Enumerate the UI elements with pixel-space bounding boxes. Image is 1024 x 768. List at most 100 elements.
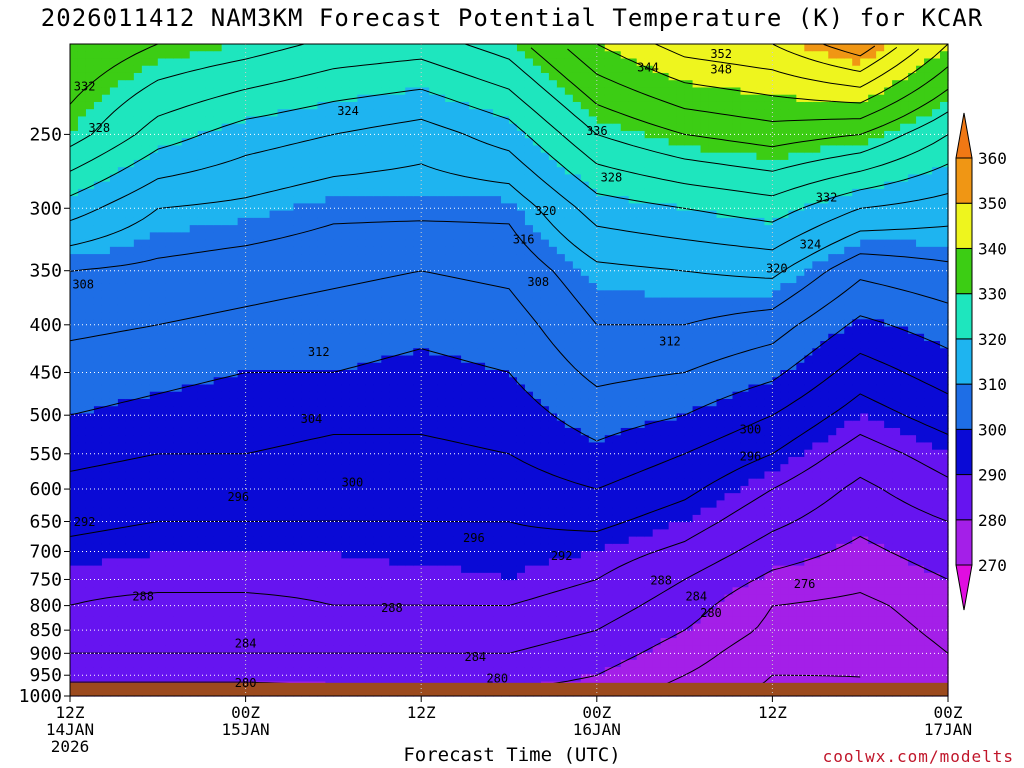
y-tick-label: 500	[29, 405, 62, 426]
colorbar-label: 310	[978, 375, 1007, 394]
contour-label: 308	[72, 277, 94, 291]
contour-label: 328	[88, 121, 110, 135]
colorbar-label: 280	[978, 511, 1007, 530]
isentrope-320	[69, 88, 949, 223]
colorbar-label: 320	[978, 330, 1007, 349]
contour-label: 344	[637, 61, 659, 75]
plot-frame	[69, 43, 949, 697]
isentrope-284	[70, 476, 949, 654]
x-tick-label: 12Z	[407, 703, 436, 722]
contour-label: 320	[766, 261, 788, 275]
y-tick-label: 300	[29, 198, 62, 219]
isentrope-344	[655, 43, 920, 88]
isentrope-316	[69, 118, 949, 251]
isentrope-276	[640, 591, 949, 697]
y-axis: 2503003504004505005506006507007508008509…	[19, 124, 70, 707]
colorbar-label: 330	[978, 285, 1007, 304]
x-tick-label: 15JAN	[222, 720, 270, 739]
contour-label: 312	[308, 345, 330, 359]
contour-label: 308	[527, 275, 549, 289]
y-tick-label: 400	[29, 315, 62, 336]
contour-label: 292	[551, 549, 573, 563]
x-tick-label: 17JAN	[924, 720, 972, 739]
contour-label: 280	[700, 606, 722, 620]
contour-label: 280	[486, 672, 508, 686]
y-tick-label: 450	[29, 363, 62, 384]
isentrope-lines	[69, 43, 949, 697]
contour-label: 288	[650, 574, 672, 588]
contour-label: 328	[601, 170, 623, 184]
y-tick-label: 1000	[19, 686, 62, 707]
y-tick-label: 600	[29, 479, 62, 500]
y-tick-label: 800	[29, 596, 62, 617]
x-tick-label: 00Z	[231, 703, 260, 722]
colorbar-label: 350	[978, 194, 1007, 213]
colorbar-label: 270	[978, 556, 1007, 575]
colorbar-label: 290	[978, 466, 1007, 485]
colorbar-band	[955, 474, 973, 521]
contour-label: 296	[463, 531, 485, 545]
colorbar-label: 300	[978, 420, 1007, 439]
y-tick-label: 650	[29, 511, 62, 532]
isentrope-300	[69, 315, 949, 442]
isentrope-312	[69, 163, 949, 279]
contour-label: 324	[800, 237, 822, 251]
chart-title: 2026011412 NAM3KM Forecast Potential Tem…	[40, 4, 984, 32]
y-tick-label: 850	[29, 620, 62, 641]
y-tick-label: 700	[29, 542, 62, 563]
y-tick-label: 900	[29, 643, 62, 664]
isentrope-332	[530, 47, 949, 148]
isentrope-324	[69, 58, 949, 197]
isentrope-296	[69, 352, 949, 490]
colorbar-band	[955, 383, 973, 430]
contour-label: 284	[685, 589, 707, 603]
x-axis-title: Forecast Time (UTC)	[403, 744, 621, 766]
contour-label: 304	[301, 412, 323, 426]
contour-label: 336	[586, 124, 608, 138]
x-tick-label: 12Z	[758, 703, 787, 722]
y-tick-label: 350	[29, 261, 62, 282]
isentrope-332	[69, 43, 158, 105]
isentrope-352	[823, 43, 876, 57]
x-tick-label: 14JAN	[46, 720, 94, 739]
contour-label: 284	[464, 650, 486, 664]
isentrope-288	[69, 433, 949, 607]
y-tick-label: 750	[29, 569, 62, 590]
contour-label: 300	[740, 423, 762, 437]
isentrope-308	[69, 220, 949, 326]
y-tick-label: 950	[29, 665, 62, 686]
contour-label: 296	[227, 490, 249, 504]
x-tick-label: 00Z	[934, 703, 963, 722]
y-tick-label: 250	[29, 124, 62, 145]
contour-label: 292	[74, 515, 96, 529]
isentrope-328	[464, 43, 949, 172]
colorbar: 270 280 290 300 310 320 330 340 350 360	[955, 112, 1007, 611]
ground-shading	[70, 682, 948, 696]
colorbar-band	[955, 519, 973, 566]
contour-label: 332	[816, 190, 838, 204]
isentrope-292	[69, 393, 949, 537]
isentrope-328	[69, 43, 305, 148]
contour-label: 348	[710, 63, 732, 77]
x-tick-label: 00Z	[582, 703, 611, 722]
contour-label: 276	[794, 577, 816, 591]
contour-label: 316	[513, 232, 535, 246]
colorbar-band	[955, 428, 973, 476]
contour-label: 284	[235, 636, 257, 650]
contour-label: 332	[74, 79, 96, 93]
contour-label: 320	[535, 204, 557, 218]
y-tick-label: 550	[29, 444, 62, 465]
colorbar-band	[955, 338, 973, 385]
credit-link[interactable]: coolwx.com/modelts	[822, 747, 1014, 766]
colorbar-band	[955, 202, 973, 249]
contour-label: 312	[659, 335, 681, 349]
colorbar-band	[955, 247, 973, 295]
isentrope-336	[567, 48, 949, 123]
theta-filled-field	[70, 44, 949, 697]
colorbar-band	[955, 157, 973, 204]
contour-label: 288	[381, 601, 403, 615]
colorbar-band	[955, 293, 973, 340]
